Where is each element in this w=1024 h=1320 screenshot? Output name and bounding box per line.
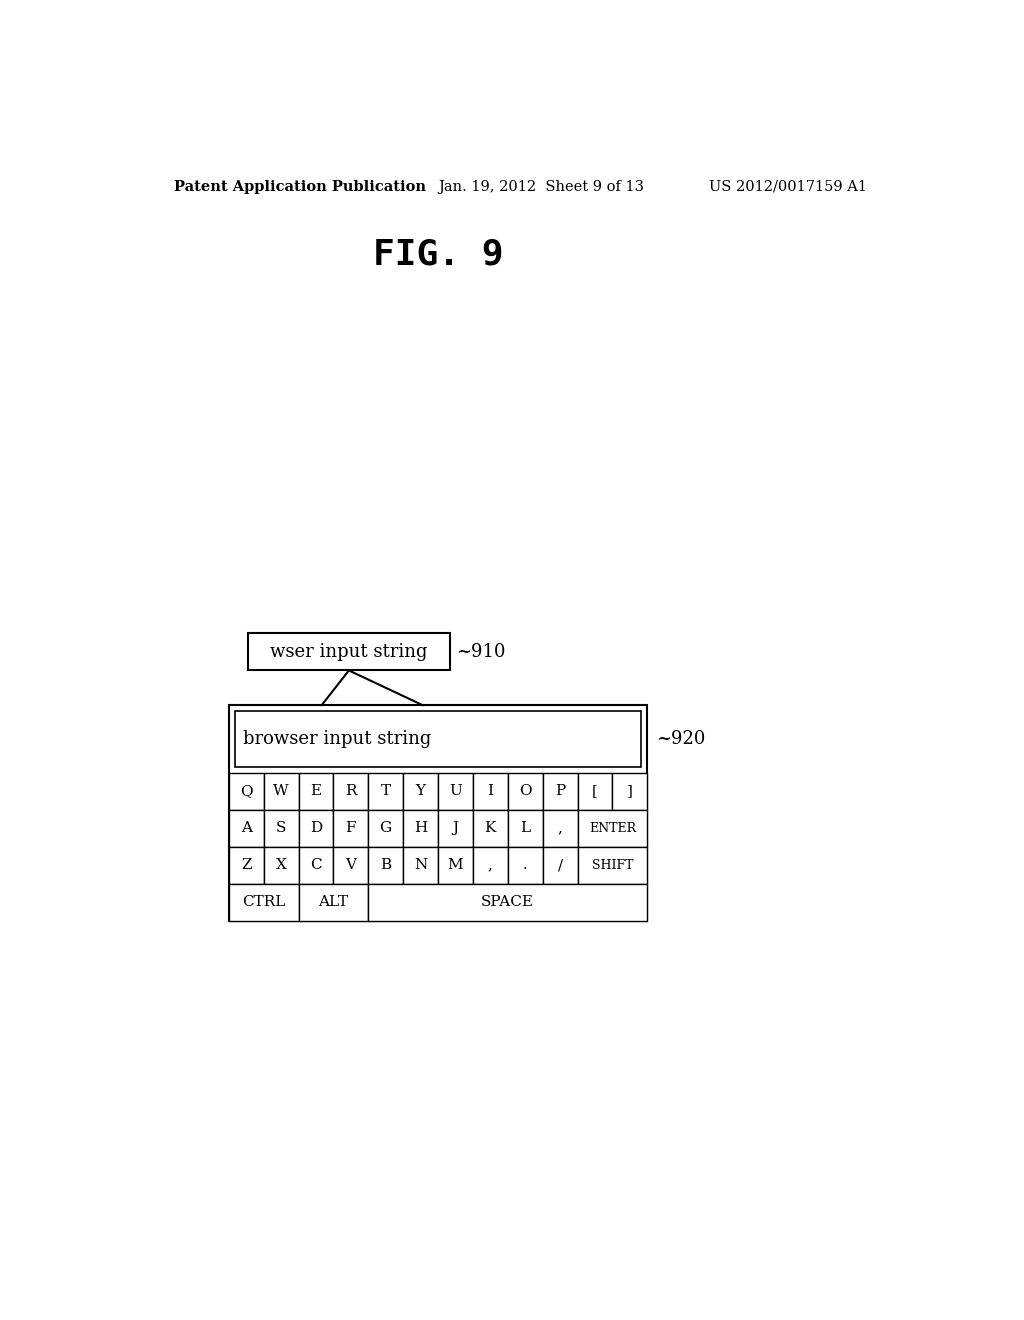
FancyBboxPatch shape (473, 847, 508, 884)
Text: D: D (310, 821, 323, 836)
FancyBboxPatch shape (263, 810, 299, 847)
Text: M: M (447, 858, 463, 873)
FancyBboxPatch shape (369, 774, 403, 810)
Text: Z: Z (241, 858, 252, 873)
FancyBboxPatch shape (228, 810, 263, 847)
FancyBboxPatch shape (438, 847, 473, 884)
FancyBboxPatch shape (438, 774, 473, 810)
FancyBboxPatch shape (248, 634, 450, 671)
FancyBboxPatch shape (299, 774, 334, 810)
FancyBboxPatch shape (369, 884, 647, 921)
FancyBboxPatch shape (299, 884, 369, 921)
Text: US 2012/0017159 A1: US 2012/0017159 A1 (710, 180, 867, 194)
FancyBboxPatch shape (473, 774, 508, 810)
Text: R: R (345, 784, 356, 799)
Text: X: X (275, 858, 287, 873)
Text: E: E (310, 784, 322, 799)
FancyBboxPatch shape (438, 810, 473, 847)
Text: B: B (380, 858, 391, 873)
FancyBboxPatch shape (234, 711, 641, 767)
Text: browser input string: browser input string (243, 730, 431, 748)
Text: Y: Y (416, 784, 426, 799)
FancyBboxPatch shape (578, 810, 647, 847)
Text: V: V (345, 858, 356, 873)
Text: J: J (453, 821, 459, 836)
FancyBboxPatch shape (403, 810, 438, 847)
FancyBboxPatch shape (508, 847, 543, 884)
Text: K: K (484, 821, 496, 836)
FancyBboxPatch shape (369, 847, 403, 884)
Text: /: / (557, 858, 562, 873)
FancyBboxPatch shape (263, 847, 299, 884)
Text: ALT: ALT (318, 895, 348, 909)
FancyBboxPatch shape (578, 774, 612, 810)
FancyBboxPatch shape (508, 810, 543, 847)
Text: O: O (519, 784, 531, 799)
Text: L: L (520, 821, 530, 836)
Text: CTRL: CTRL (242, 895, 286, 909)
Text: FIG. 9: FIG. 9 (373, 238, 503, 272)
Text: A: A (241, 821, 252, 836)
FancyBboxPatch shape (299, 810, 334, 847)
Text: ,: , (558, 821, 562, 836)
Text: Q: Q (240, 784, 253, 799)
Text: Jan. 19, 2012  Sheet 9 of 13: Jan. 19, 2012 Sheet 9 of 13 (438, 180, 644, 194)
FancyBboxPatch shape (228, 705, 647, 921)
FancyBboxPatch shape (228, 774, 263, 810)
Text: ~920: ~920 (656, 730, 706, 748)
Text: ENTER: ENTER (589, 822, 636, 834)
FancyBboxPatch shape (228, 847, 263, 884)
Text: SHIFT: SHIFT (592, 859, 633, 871)
Text: ,: , (487, 858, 493, 873)
FancyBboxPatch shape (403, 774, 438, 810)
Text: S: S (275, 821, 287, 836)
FancyBboxPatch shape (334, 810, 369, 847)
Text: T: T (381, 784, 391, 799)
Text: W: W (273, 784, 289, 799)
FancyBboxPatch shape (228, 884, 299, 921)
Text: H: H (414, 821, 427, 836)
FancyBboxPatch shape (369, 810, 403, 847)
FancyBboxPatch shape (578, 847, 647, 884)
FancyBboxPatch shape (299, 847, 334, 884)
Text: P: P (555, 784, 565, 799)
FancyBboxPatch shape (473, 810, 508, 847)
Text: I: I (487, 784, 494, 799)
Text: F: F (345, 821, 356, 836)
Text: [: [ (592, 784, 598, 799)
Text: .: . (523, 858, 527, 873)
Text: SPACE: SPACE (481, 895, 535, 909)
Text: G: G (380, 821, 392, 836)
Text: N: N (414, 858, 427, 873)
Text: wser input string: wser input string (270, 643, 428, 661)
Text: U: U (449, 784, 462, 799)
FancyBboxPatch shape (334, 774, 369, 810)
Text: ]: ] (627, 784, 633, 799)
FancyBboxPatch shape (543, 774, 578, 810)
Text: Patent Application Publication: Patent Application Publication (174, 180, 427, 194)
FancyBboxPatch shape (543, 847, 578, 884)
FancyBboxPatch shape (543, 810, 578, 847)
Text: ~910: ~910 (456, 643, 505, 661)
FancyBboxPatch shape (612, 774, 647, 810)
FancyBboxPatch shape (403, 847, 438, 884)
FancyBboxPatch shape (334, 847, 369, 884)
FancyBboxPatch shape (263, 774, 299, 810)
FancyBboxPatch shape (508, 774, 543, 810)
Text: C: C (310, 858, 322, 873)
